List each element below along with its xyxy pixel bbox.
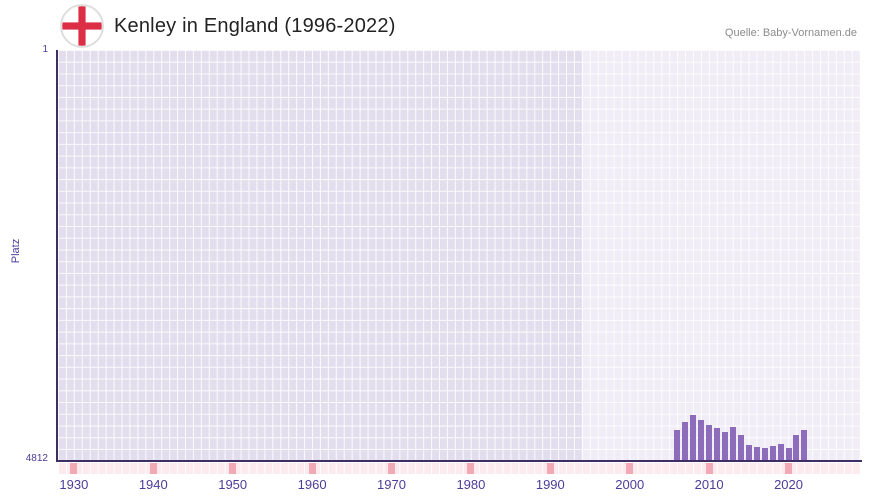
bar — [674, 430, 681, 460]
decade-mark — [467, 463, 475, 474]
decade-mark — [785, 463, 793, 474]
bar — [722, 432, 728, 460]
decade-mark — [388, 463, 395, 474]
y-axis-min-label: 4812 — [25, 453, 48, 464]
decade-mark — [626, 463, 634, 474]
x-tick-label: 1950 — [218, 477, 248, 492]
x-axis-line — [56, 460, 862, 462]
bar — [769, 446, 776, 460]
bar — [745, 445, 752, 460]
tick-strip — [58, 463, 860, 474]
x-tick-label: 1940 — [138, 477, 168, 492]
bar — [706, 425, 713, 460]
bar — [682, 422, 689, 460]
bar — [698, 420, 705, 460]
grid-lines — [58, 50, 860, 460]
y-axis-max-label: 1 — [42, 44, 48, 55]
x-tick-label: 2020 — [774, 477, 803, 492]
bar — [737, 435, 744, 460]
bar — [793, 435, 800, 460]
decade-mark — [705, 463, 713, 474]
y-axis-title: Platz — [10, 238, 22, 264]
x-tick-label: 2000 — [615, 477, 645, 492]
x-tick-label: 1970 — [377, 477, 406, 492]
plot-area — [58, 50, 860, 460]
x-tick-label: 1960 — [297, 477, 327, 492]
decade-mark — [546, 463, 554, 474]
chart-title: Kenley in England (1996-2022) — [114, 15, 396, 37]
england-flag-icon — [60, 4, 104, 48]
x-tick-label: 2010 — [694, 477, 724, 492]
bars-layer — [58, 50, 860, 460]
bar — [690, 415, 697, 460]
x-tick-label: 1980 — [456, 477, 486, 492]
decade-mark — [149, 463, 157, 474]
bar — [785, 447, 792, 460]
decade-mark — [308, 463, 316, 474]
bar — [801, 430, 808, 460]
x-axis-labels: 1930 1940 1950 1960 1970 1980 1990 2000 2010 2020 — [58, 477, 860, 495]
bar — [729, 427, 736, 460]
bar — [714, 428, 721, 460]
x-tick-label: 1930 — [59, 477, 89, 492]
decade-mark — [229, 463, 237, 474]
x-tick-label: 1990 — [535, 477, 565, 492]
bar — [777, 444, 784, 460]
bar — [761, 447, 768, 460]
decade-mark — [70, 463, 78, 474]
y-axis-line — [56, 50, 58, 462]
bar — [753, 447, 760, 460]
source-label: Quelle: Baby-Vornamen.de — [724, 27, 857, 39]
